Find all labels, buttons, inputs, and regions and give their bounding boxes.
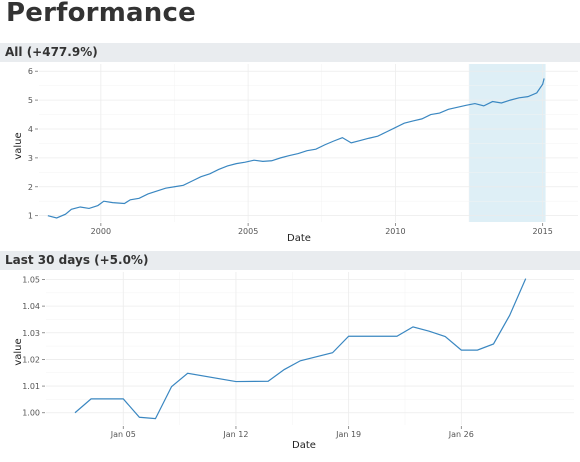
y-tick-label: 5 [28,96,33,105]
x-tick-label: 2010 [385,227,405,236]
x-tick-label: 2000 [91,227,111,236]
y-tick-label: 1 [28,212,33,221]
page-title: Performance [6,0,196,28]
y-tick-label: 1.00 [22,409,40,418]
grid-lines [39,64,578,222]
y-axis-title: value [13,338,24,365]
last-30-days-section-header: Last 30 days (+5.0%) [0,251,580,270]
x-ticks: Jan 05 Jan 12 Jan 19 Jan 26 [110,426,474,439]
x-ticks: 2000 2005 2010 2015 [91,223,553,236]
x-axis-title: Date [292,440,316,451]
x-tick-label: Jan 19 [335,430,361,439]
x-tick-label: Jan 05 [110,430,136,439]
y-tick-label: 1.01 [22,382,40,391]
all-time-section-header: All (+477.9%) [0,43,580,62]
x-tick-label: 2015 [532,227,552,236]
y-ticks: 1.00 1.01 1.02 1.03 1.04 1.05 [22,275,45,418]
plot-panel [46,272,574,425]
y-tick-label: 1.02 [22,355,40,364]
performance-line [74,278,527,420]
x-tick-label: 2005 [238,227,258,236]
y-tick-label: 1.03 [22,329,40,338]
all-time-chart: 1 2 3 4 5 6 2000 2005 2010 2015 Date value [13,64,578,244]
performance-line [47,78,545,219]
y-tick-label: 1.04 [22,302,40,311]
y-tick-label: 2 [28,183,33,192]
y-axis-title: value [13,132,24,159]
y-tick-label: 4 [28,125,33,134]
last-30-days-chart: 1.001.011.021.031.041.05 Jan 05 Jan 12 Jan… [13,272,574,451]
x-tick-label: Jan 26 [448,430,474,439]
y-ticks: 1 2 3 4 5 6 [28,67,38,221]
y-tick-label: 3 [28,154,33,163]
y-tick-label: 1.05 [22,275,40,284]
y-tick-label: 6 [28,67,33,76]
x-axis-title: Date [287,233,311,244]
x-tick-label: Jan 12 [222,430,248,439]
highlight-range [469,64,546,222]
